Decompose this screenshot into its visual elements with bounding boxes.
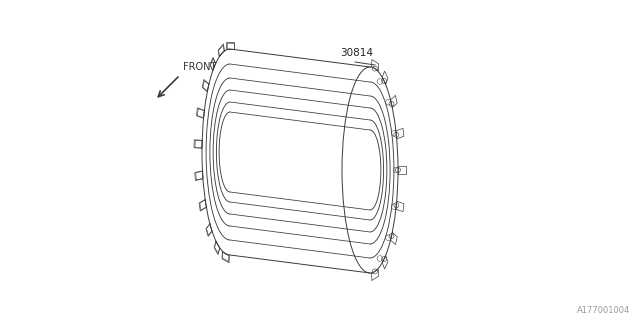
Text: 30814: 30814	[340, 48, 373, 58]
Text: FRONT: FRONT	[183, 62, 216, 72]
Text: A177001004: A177001004	[577, 306, 630, 315]
